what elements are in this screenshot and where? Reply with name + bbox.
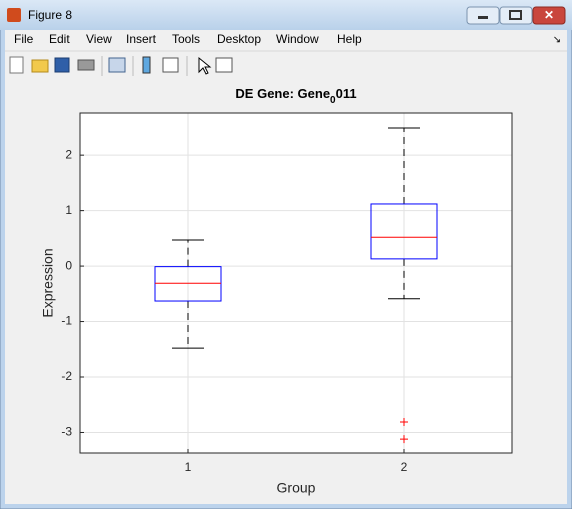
menu-bar: File Edit View Insert Tools Desktop Window Help: [14, 32, 362, 46]
close-icon: ✕: [544, 8, 554, 22]
y-axis-label: Expression: [40, 248, 56, 317]
y-tick-label: -3: [61, 425, 72, 439]
x-axis-label: Group: [277, 480, 316, 496]
menu-item[interactable]: Desktop: [217, 32, 261, 46]
y-tick-label: 2: [65, 147, 72, 161]
minimize-icon: [478, 16, 488, 19]
link-button[interactable]: [108, 57, 126, 73]
maximize-button[interactable]: [499, 6, 533, 25]
app-icon: [7, 8, 21, 22]
menu-item[interactable]: Edit: [49, 32, 70, 46]
print-button[interactable]: [77, 59, 95, 71]
menu-item[interactable]: Help: [337, 32, 362, 46]
colorbar-button[interactable]: [142, 56, 151, 74]
menu-item[interactable]: Insert: [126, 32, 157, 46]
axes-background: [80, 113, 512, 453]
x-tick-label: 2: [401, 460, 408, 474]
save-button[interactable]: [54, 57, 70, 73]
y-tick-label: 0: [65, 258, 72, 272]
title-part: 011: [336, 86, 357, 101]
close-button[interactable]: [532, 6, 566, 25]
new-button[interactable]: [9, 56, 24, 74]
dock-arrow[interactable]: ↘: [553, 35, 561, 46]
minimize-button[interactable]: [466, 6, 500, 25]
y-tick-label: 1: [65, 203, 72, 217]
box: [154, 266, 222, 302]
menu-item[interactable]: Window: [276, 32, 319, 46]
open-button[interactable]: [31, 59, 49, 73]
window-title: Figure 8: [28, 8, 72, 22]
edit-button[interactable]: [198, 56, 212, 75]
menu-item[interactable]: File: [14, 32, 34, 46]
box: [370, 203, 438, 260]
y-tick-label: -1: [61, 314, 72, 328]
property-button[interactable]: [215, 57, 233, 73]
x-tick-label: 1: [185, 460, 192, 474]
maximize-icon: [509, 10, 522, 20]
toolbar: [9, 56, 233, 76]
legend-button[interactable]: [162, 57, 179, 73]
menu-item[interactable]: Tools: [172, 32, 200, 46]
outlier: [400, 417, 408, 426]
title-part: DE Gene: Gene: [235, 86, 330, 101]
menu-item[interactable]: View: [86, 32, 112, 46]
axes-frame: [79, 112, 513, 454]
y-tick-label: -2: [61, 369, 72, 383]
title-part: 0: [330, 95, 336, 106]
outlier: [400, 435, 408, 444]
chart-title: DE Gene: Gene0011: [235, 86, 356, 105]
